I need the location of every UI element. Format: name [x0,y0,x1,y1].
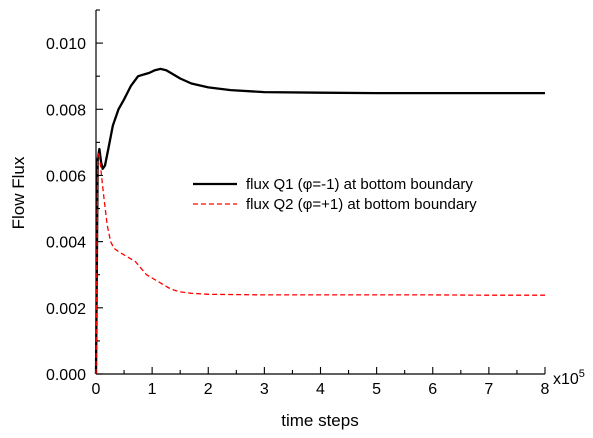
x-tick-label: 3 [260,381,269,398]
y-tick-label: 0.008 [46,102,86,119]
x-axis-multiplier-exponent: 5 [579,368,585,380]
y-tick-label: 0.000 [46,367,86,384]
series-layer [94,67,545,375]
legend-label-2: flux Q2 (φ=+1) at bottom boundary [246,196,477,213]
x-tick-label: 7 [484,381,493,398]
x-tick-label: 0 [92,381,101,398]
y-axis-label: Flow Flux [9,156,28,229]
x-tick-label: 5 [372,381,381,398]
series-line-2 [95,151,545,375]
x-tick-label: 1 [148,381,157,398]
legend: flux Q1 (φ=-1) at bottom boundary flux Q2… [193,176,477,213]
legend-label-1: flux Q1 (φ=-1) at bottom boundary [246,176,473,193]
y-tick-label: 0.002 [46,301,86,318]
x-tick-label: 6 [428,381,437,398]
x-tick-label: 8 [541,381,550,398]
series-line-1 [94,67,545,375]
x-axis-multiplier: x105 [553,368,585,388]
y-tick-label: 0.010 [46,36,86,53]
x-tick-label: 2 [204,381,213,398]
y-tick-label: 0.006 [46,168,86,185]
x-tick-label: 4 [316,381,325,398]
y-tick-label: 0.004 [46,235,86,252]
x-axis-label: time steps [281,411,358,430]
axes: 0 1 2 3 4 5 6 7 8 0.000 0.002 0.004 0.006 0.008 0.010 [46,9,550,398]
